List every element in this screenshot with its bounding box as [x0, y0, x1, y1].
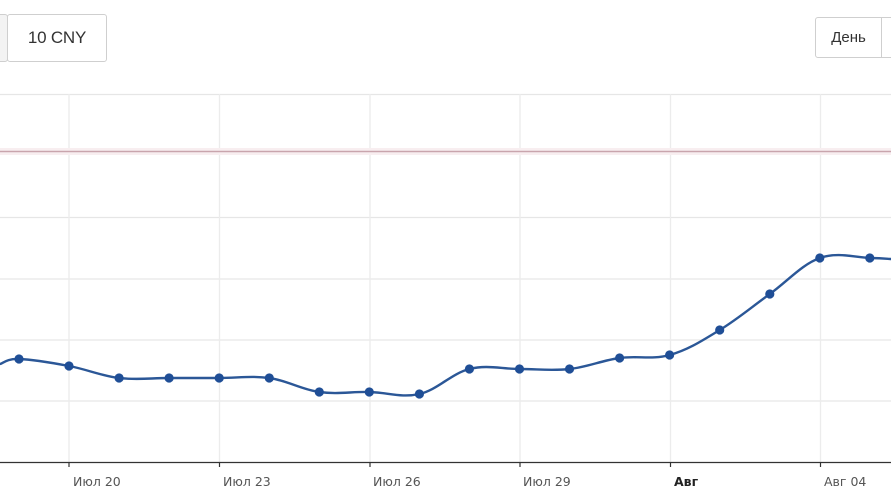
x-tick-label: Июл 23 — [223, 474, 271, 489]
data-point[interactable]: Июл 21 — [114, 373, 124, 383]
data-point[interactable]: Июл 28 — [464, 364, 474, 374]
x-tick-label: Авг — [674, 474, 699, 489]
x-tick-label: Авг 04 — [824, 474, 866, 489]
vertical-gridlines — [68, 94, 822, 462]
data-point[interactable]: Июл 23 — [214, 373, 224, 383]
data-point[interactable]: Авг 03 — [765, 289, 775, 299]
period-next-button[interactable] — [881, 17, 891, 58]
data-point[interactable]: Июл 31 — [615, 353, 625, 363]
series-points: Июл 19 Июл 20 Июл 21 Июл 22 Июл 23 Июл 24 Июл … — [14, 253, 875, 399]
x-axis: Июл 20 Июл 23 Июл 26 Июл 29 Авг Авг 04 — [0, 461, 891, 489]
data-point[interactable]: Авг 01 — [665, 350, 675, 360]
x-tick-label: Июл 29 — [523, 474, 571, 489]
horizontal-gridlines — [0, 93, 891, 402]
data-point[interactable]: Июл 29 — [514, 364, 525, 374]
data-point[interactable]: Июл 26 — [364, 387, 374, 397]
period-day-button[interactable]: День — [815, 17, 882, 58]
data-point[interactable]: Авг 04 — [815, 253, 825, 263]
x-tick-label: Июл 26 — [373, 474, 421, 489]
data-point[interactable]: Июл 24 — [264, 373, 274, 383]
data-point[interactable]: Авг 02 — [715, 325, 725, 335]
period-day-label: День — [831, 29, 866, 46]
x-tick-label: Июл 20 — [73, 474, 121, 489]
series-line — [0, 253, 891, 397]
reference-line — [0, 148, 891, 155]
data-point[interactable]: Июл 20 — [64, 361, 74, 371]
data-point[interactable]: Июл 19 — [14, 354, 24, 364]
data-point[interactable]: Июл 30 — [564, 364, 575, 374]
data-point[interactable]: Июл 27 — [414, 389, 424, 399]
amount-currency-button[interactable]: 10 CNY — [7, 14, 107, 62]
data-point[interactable]: Июл 25 — [314, 387, 324, 397]
data-point[interactable]: Авг 05 — [865, 253, 875, 263]
amount-currency-label: 10 CNY — [27, 28, 87, 47]
data-point[interactable]: Июл 22 — [164, 373, 174, 383]
